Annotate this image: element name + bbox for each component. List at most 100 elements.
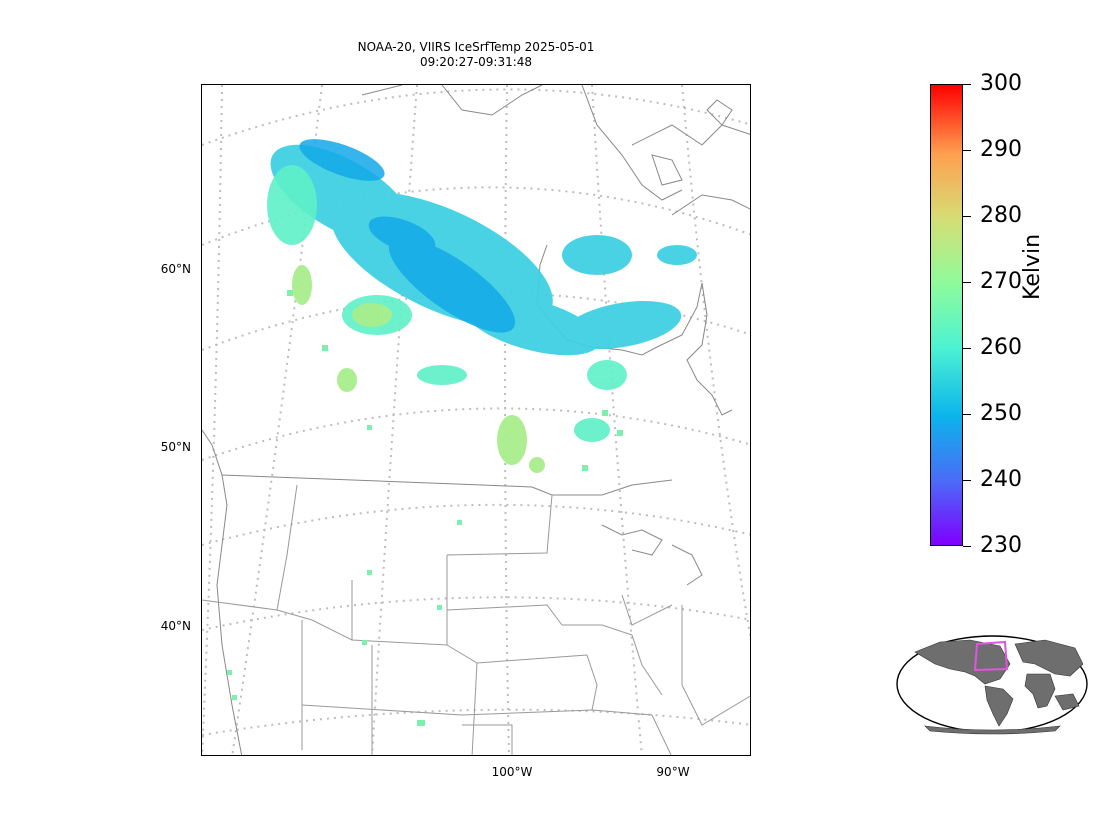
colorbar-tick-label-230: 230 <box>980 533 1022 558</box>
graticule <box>202 85 750 755</box>
colorbar-tick-250 <box>963 414 971 415</box>
swath-region-5 <box>562 235 632 275</box>
border-10 <box>562 624 663 696</box>
colorbar-tick-label-250: 250 <box>980 401 1022 426</box>
colorbar-tick-290 <box>963 150 971 151</box>
scatter-8 <box>417 720 425 726</box>
warm-region-5 <box>337 368 357 392</box>
swath-warm <box>292 265 545 473</box>
lat-label-60n: 60°N <box>160 262 191 276</box>
map-panel[interactable] <box>201 84 751 756</box>
lat-label-50n: 50°N <box>160 440 191 454</box>
title-line-2: 09:20:27-09:31:48 <box>419 55 533 69</box>
graticule-lon-5 <box>591 85 643 755</box>
graticule-lon-3 <box>371 85 418 755</box>
hudson-bay-east-coast <box>686 282 733 416</box>
scatter-11 <box>582 465 588 471</box>
us-canada-border <box>221 474 673 496</box>
border-8 <box>462 662 513 755</box>
inset-land <box>914 639 1084 735</box>
colorbar-label: Kelvin <box>1020 233 1045 300</box>
colorbar-tick-230 <box>963 546 971 547</box>
coldest-region-3 <box>368 216 436 254</box>
land-antarctica <box>924 725 1061 735</box>
colorbar-tick-label-280: 280 <box>980 203 1022 228</box>
swath-scatter <box>227 290 623 726</box>
scatter-10 <box>617 430 623 436</box>
border-13 <box>621 594 673 755</box>
land-south-america <box>984 685 1014 727</box>
colorbar-tick-label-290: 290 <box>980 137 1022 162</box>
border-12 <box>681 605 750 726</box>
graticule-lat-60 <box>202 186 750 246</box>
map-title: NOAA-20, VIIRS IceSrfTemp 2025-05-01 09:… <box>200 40 752 70</box>
mid-region-1 <box>267 165 317 245</box>
scatter-13 <box>437 605 442 610</box>
lon-label-90w: 90°W <box>656 765 690 779</box>
inset-highlight-box <box>973 640 1009 672</box>
title-line-1: NOAA-20, VIIRS IceSrfTemp 2025-05-01 <box>357 40 595 54</box>
scatter-4 <box>367 570 372 575</box>
colorbar-tick-label-240: 240 <box>980 467 1022 492</box>
arctic-coast <box>361 85 683 201</box>
border-3 <box>351 555 448 646</box>
land-africa <box>1024 673 1056 709</box>
graticule-lon-1 <box>202 85 223 755</box>
colorbar-tick-300 <box>963 84 971 85</box>
ice-temp-swath <box>227 139 697 726</box>
swath-coldest <box>299 139 516 333</box>
graticule-lat-65 <box>202 88 750 146</box>
graticule-lat-35 <box>202 708 750 736</box>
border-6 <box>446 644 588 664</box>
colorbar-tick-label-260: 260 <box>980 335 1022 360</box>
scatter-9 <box>602 410 608 416</box>
warm-region-4 <box>292 265 312 305</box>
scatter-5 <box>362 640 367 645</box>
colorbar-tick-260 <box>963 348 971 349</box>
map-canvas <box>202 85 750 755</box>
baffin-coast <box>631 124 750 146</box>
warm-region-1 <box>352 303 392 327</box>
warm-region-2 <box>497 415 527 465</box>
border-9 <box>301 704 653 716</box>
mid-region-5 <box>574 418 610 442</box>
swath-region-4 <box>562 300 682 350</box>
island-1 <box>651 154 683 186</box>
graticule-lat-45 <box>202 503 750 546</box>
scatter-12 <box>457 520 462 525</box>
coldest-region-1 <box>299 139 385 181</box>
scatter-7 <box>232 695 237 700</box>
border-1 <box>276 484 298 611</box>
border-2 <box>202 599 353 641</box>
mid-region-3 <box>417 365 467 385</box>
graticule-lon-2 <box>231 85 323 755</box>
graticule-lat-50 <box>202 407 750 461</box>
colorbar-tick-label-270: 270 <box>980 269 1022 294</box>
labrador-coast <box>671 194 750 216</box>
colorbar-tick-label-300: 300 <box>980 71 1022 96</box>
scatter-3 <box>367 425 372 430</box>
island-2 <box>706 99 733 126</box>
colorbar-tick-240 <box>963 480 971 481</box>
pacific-coast <box>202 429 243 755</box>
border-7 <box>301 620 373 755</box>
globe-locator-inset <box>896 635 1088 735</box>
scatter-2 <box>322 345 328 351</box>
graticule-lat-40 <box>202 596 750 631</box>
scatter-6 <box>227 670 232 675</box>
mid-region-4 <box>587 360 627 390</box>
land-australia <box>1054 693 1080 711</box>
graticule-lon-6 <box>681 85 750 640</box>
lat-label-40n: 40°N <box>160 619 191 633</box>
colorbar-tick-270 <box>963 282 971 283</box>
border-4 <box>446 494 553 556</box>
lon-label-100w: 100°W <box>491 765 533 779</box>
state-borders <box>202 484 750 755</box>
colorbar <box>930 84 963 546</box>
coldest-region-2 <box>388 237 516 333</box>
land-eurasia <box>1014 639 1084 677</box>
land-north-america <box>914 639 1011 685</box>
scatter-1 <box>287 290 293 296</box>
swath-region-6 <box>657 245 697 265</box>
colorbar-tick-280 <box>963 216 971 217</box>
